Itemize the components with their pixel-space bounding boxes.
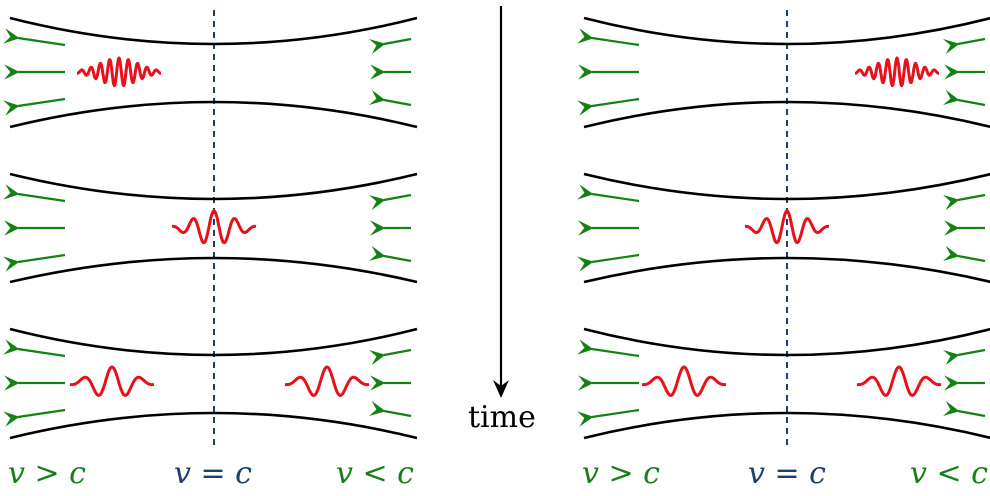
- left-row1-fast-arrow-bottom: [3, 97, 66, 116]
- right-label-fast: v > c: [582, 456, 660, 491]
- left-row1-top-wall: [9, 16, 418, 46]
- right-row3-wave-packet-2: [856, 365, 942, 397]
- right-row1-slow-arrow-bottom: [942, 89, 986, 107]
- left-row2-slow-arrow-top: [368, 193, 412, 211]
- right-row1-fast-arrow-bottom: [577, 97, 640, 116]
- left-row2-fast-arrow-bottom: [3, 253, 66, 272]
- left-row2-bottom-wall: [9, 256, 418, 284]
- left-row2-fast-arrow-top: [3, 184, 66, 203]
- right-row3-wave-packet-1: [641, 365, 727, 397]
- right-row1-top-wall: [583, 16, 990, 46]
- right-label-slow: v < c: [910, 456, 988, 491]
- left-row1-slow-arrow-bottom: [368, 89, 412, 107]
- left-row1-fast-arrow-top: [3, 28, 66, 47]
- left-label-fast: v > c: [8, 456, 86, 491]
- left-row3-top-wall: [9, 327, 418, 357]
- left-row3-slow-arrow-top: [368, 348, 412, 366]
- left-row3-wave-packet-1: [69, 365, 155, 397]
- right-row2-bottom-wall: [583, 256, 990, 284]
- right-row2-slow-arrow-bottom: [942, 245, 986, 263]
- right-row3-bottom-wall: [583, 411, 990, 440]
- left-row3-slow-arrow-bottom: [368, 400, 412, 418]
- right-row2-top-wall: [583, 172, 990, 201]
- right-row3-fast-arrow-bottom: [577, 408, 640, 427]
- left-row1-slow-arrow-top: [368, 37, 412, 55]
- left-row3-fast-arrow-bottom: [3, 408, 66, 427]
- right-row1-wave-packet-1: [854, 56, 940, 88]
- right-row2-fast-arrow-bottom: [577, 253, 640, 272]
- right-row3-slow-arrow-bottom: [942, 400, 986, 418]
- right-row2-fast-arrow-top: [577, 184, 640, 203]
- left-row3-bottom-wall: [9, 411, 418, 440]
- right-row1-fast-arrow-top: [577, 28, 640, 47]
- left-row2-wave-packet-1: [171, 209, 257, 245]
- right-row1-slow-arrow-top: [942, 37, 986, 55]
- right-row3-fast-arrow-top: [577, 339, 640, 358]
- right-row1-bottom-wall: [583, 100, 990, 129]
- left-row1-wave-packet-1: [76, 56, 162, 88]
- arrow-down-icon: [493, 380, 509, 398]
- right-row3-slow-arrow-top: [942, 348, 986, 366]
- right-row3-top-wall: [583, 327, 990, 357]
- left-row1-bottom-wall: [9, 100, 418, 129]
- right-row2-slow-arrow-top: [942, 193, 986, 211]
- left-label-slow: v < c: [336, 456, 414, 491]
- time-label: time: [468, 400, 536, 435]
- left-row2-top-wall: [9, 172, 418, 201]
- left-row3-fast-arrow-top: [3, 339, 66, 358]
- right-row2-wave-packet-1: [744, 209, 830, 245]
- left-row2-slow-arrow-bottom: [368, 245, 412, 263]
- left-label-equal: v = c: [174, 456, 252, 491]
- right-label-equal: v = c: [748, 456, 826, 491]
- left-row3-wave-packet-2: [284, 365, 370, 397]
